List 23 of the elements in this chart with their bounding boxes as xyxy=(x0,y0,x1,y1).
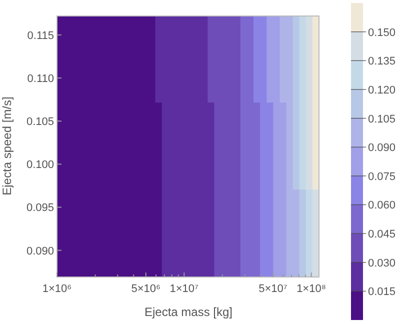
color-bar-label: 0.015 xyxy=(368,286,396,298)
y-tick-label: 0.095 xyxy=(26,202,54,214)
color-bar-label: 0.120 xyxy=(368,84,396,96)
x-tick-label: 1×10⁸ xyxy=(296,283,326,295)
color-bar-label: 0.090 xyxy=(368,142,396,154)
x-tick-label: 1×10⁷ xyxy=(170,283,199,295)
color-bar-label: 0.135 xyxy=(368,56,396,68)
x-axis-title: Ejecta mass [kg] xyxy=(144,305,233,319)
y-tick-label: 0.105 xyxy=(26,116,54,128)
color-bar-label: 0.105 xyxy=(368,113,396,126)
y-tick-label: 0.090 xyxy=(26,245,54,258)
y-tick-label: 0.100 xyxy=(26,159,54,172)
y-axis-title: Ejecta speed [m/s] xyxy=(0,96,14,196)
color-bar-label: 0.045 xyxy=(368,228,396,241)
y-tick-label: 0.115 xyxy=(27,30,54,42)
color-bar-label: 0.150 xyxy=(368,26,396,39)
color-bar-label: 0.060 xyxy=(368,200,396,212)
x-tick-label: 5×10⁷ xyxy=(258,283,288,295)
x-tick-label: 5×10⁶ xyxy=(131,283,161,295)
color-bar-label: 0.075 xyxy=(368,170,396,183)
color-bar-label: 0.030 xyxy=(368,257,396,270)
x-tick-label: 1×10⁶ xyxy=(42,283,72,295)
y-tick-label: 0.110 xyxy=(27,73,54,86)
